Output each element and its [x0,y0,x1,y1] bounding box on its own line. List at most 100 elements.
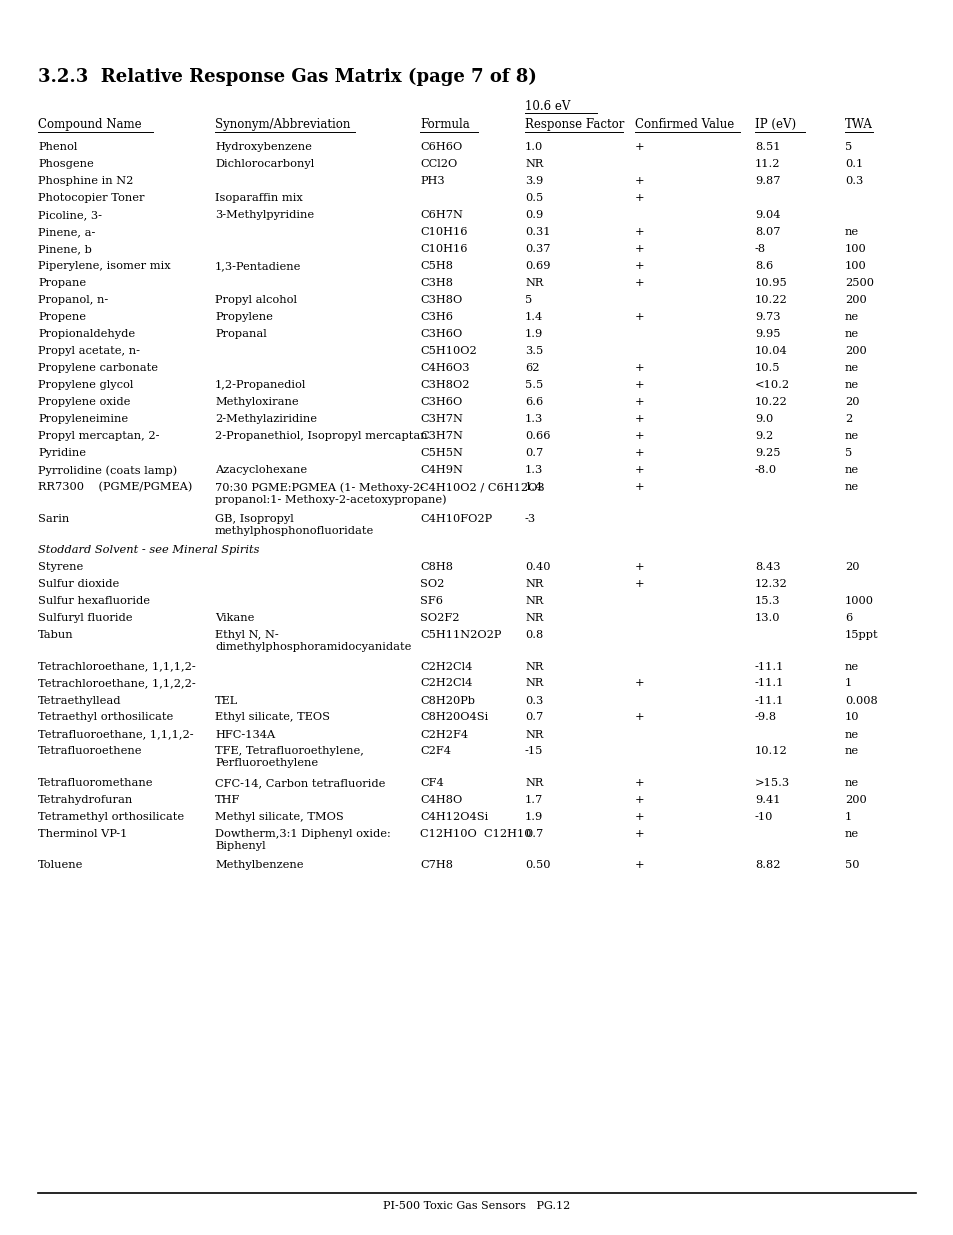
Text: 5.5: 5.5 [524,380,542,390]
Text: Pyrrolidine (coats lamp): Pyrrolidine (coats lamp) [38,466,177,475]
Text: GB, Isopropyl
methylphosphonofluoridate: GB, Isopropyl methylphosphonofluoridate [214,514,374,536]
Text: +: + [635,466,644,475]
Text: +: + [635,414,644,424]
Text: >15.3: >15.3 [754,778,789,788]
Text: Propyl alcohol: Propyl alcohol [214,295,296,305]
Text: ne: ne [844,730,859,740]
Text: Tetraethyl orthosilicate: Tetraethyl orthosilicate [38,713,173,722]
Text: Piperylene, isomer mix: Piperylene, isomer mix [38,261,171,270]
Text: 10.12: 10.12 [754,746,787,757]
Text: +: + [635,396,644,408]
Text: -10: -10 [754,811,773,823]
Text: Synonym/Abbreviation: Synonym/Abbreviation [214,119,350,131]
Text: 1,2-Propanediol: 1,2-Propanediol [214,380,306,390]
Text: 8.07: 8.07 [754,227,780,237]
Text: 6.6: 6.6 [524,396,542,408]
Text: +: + [635,245,644,254]
Text: CFC-14, Carbon tetrafluoride: CFC-14, Carbon tetrafluoride [214,778,385,788]
Text: 9.73: 9.73 [754,312,780,322]
Text: Phosgene: Phosgene [38,159,93,169]
Text: +: + [635,142,644,152]
Text: -11.1: -11.1 [754,678,783,688]
Text: PH3: PH3 [419,177,444,186]
Text: Tetrachloroethane, 1,1,1,2-: Tetrachloroethane, 1,1,1,2- [38,662,195,672]
Text: +: + [635,363,644,373]
Text: 1: 1 [844,811,851,823]
Text: Propylene oxide: Propylene oxide [38,396,131,408]
Text: 70:30 PGME:PGMEA (1- Methoxy-2-
propanol:1- Methoxy-2-acetoxypropane): 70:30 PGME:PGMEA (1- Methoxy-2- propanol… [214,482,446,505]
Text: 10.22: 10.22 [754,396,787,408]
Text: C5H10O2: C5H10O2 [419,346,476,356]
Text: 0.5: 0.5 [524,193,542,203]
Text: Picoline, 3-: Picoline, 3- [38,210,102,220]
Text: +: + [635,562,644,572]
Text: +: + [635,713,644,722]
Text: 3-Methylpyridine: 3-Methylpyridine [214,210,314,220]
Text: 2-Propanethiol, Isopropyl mercaptan: 2-Propanethiol, Isopropyl mercaptan [214,431,427,441]
Text: NR: NR [524,597,543,606]
Text: Methyloxirane: Methyloxirane [214,396,298,408]
Text: Methyl silicate, TMOS: Methyl silicate, TMOS [214,811,343,823]
Text: 0.7: 0.7 [524,448,542,458]
Text: ne: ne [844,746,859,757]
Text: C4H8O: C4H8O [419,795,462,805]
Text: 5: 5 [844,448,851,458]
Text: ne: ne [844,329,859,338]
Text: C5H5N: C5H5N [419,448,462,458]
Text: Sulfur dioxide: Sulfur dioxide [38,579,119,589]
Text: +: + [635,177,644,186]
Text: Tetrahydrofuran: Tetrahydrofuran [38,795,133,805]
Text: Photocopier Toner: Photocopier Toner [38,193,144,203]
Text: 0.37: 0.37 [524,245,550,254]
Text: +: + [635,795,644,805]
Text: 1,3-Pentadiene: 1,3-Pentadiene [214,261,301,270]
Text: 1.7: 1.7 [524,795,542,805]
Text: HFC-134A: HFC-134A [214,730,275,740]
Text: +: + [635,482,644,492]
Text: 9.04: 9.04 [754,210,780,220]
Text: 20: 20 [844,396,859,408]
Text: C4H12O4Si: C4H12O4Si [419,811,488,823]
Text: C3H8O2: C3H8O2 [419,380,469,390]
Text: PI-500 Toxic Gas Sensors   PG.12: PI-500 Toxic Gas Sensors PG.12 [383,1200,570,1212]
Text: ne: ne [844,227,859,237]
Text: C8H8: C8H8 [419,562,453,572]
Text: Stoddard Solvent - see Mineral Spirits: Stoddard Solvent - see Mineral Spirits [38,545,259,555]
Text: ne: ne [844,466,859,475]
Text: -3: -3 [524,514,536,524]
Text: Pinene, b: Pinene, b [38,245,91,254]
Text: +: + [635,448,644,458]
Text: -8: -8 [754,245,765,254]
Text: C4H10FO2P: C4H10FO2P [419,514,492,524]
Text: NR: NR [524,678,543,688]
Text: Compound Name: Compound Name [38,119,141,131]
Text: TFE, Tetrafluoroethylene,
Perfluoroethylene: TFE, Tetrafluoroethylene, Perfluoroethyl… [214,746,363,768]
Text: +: + [635,811,644,823]
Text: Styrene: Styrene [38,562,83,572]
Text: ne: ne [844,380,859,390]
Text: C3H6O: C3H6O [419,329,462,338]
Text: 3.9: 3.9 [524,177,542,186]
Text: 9.95: 9.95 [754,329,780,338]
Text: 10: 10 [844,713,859,722]
Text: C3H6: C3H6 [419,312,453,322]
Text: 1.4: 1.4 [524,482,542,492]
Text: CCl2O: CCl2O [419,159,456,169]
Text: Tetraethyllead: Tetraethyllead [38,695,121,705]
Text: 3.5: 3.5 [524,346,542,356]
Text: C4H10O2 / C6H12O3: C4H10O2 / C6H12O3 [419,482,544,492]
Text: NR: NR [524,579,543,589]
Text: 0.66: 0.66 [524,431,550,441]
Text: 0.40: 0.40 [524,562,550,572]
Text: 0.3: 0.3 [844,177,862,186]
Text: IP (eV): IP (eV) [754,119,796,131]
Text: 9.0: 9.0 [754,414,773,424]
Text: 2-Methylaziridine: 2-Methylaziridine [214,414,316,424]
Text: +: + [635,829,644,839]
Text: C7H8: C7H8 [419,861,453,871]
Text: NR: NR [524,613,543,622]
Text: 6: 6 [844,613,851,622]
Text: Sarin: Sarin [38,514,70,524]
Text: ne: ne [844,431,859,441]
Text: +: + [635,261,644,270]
